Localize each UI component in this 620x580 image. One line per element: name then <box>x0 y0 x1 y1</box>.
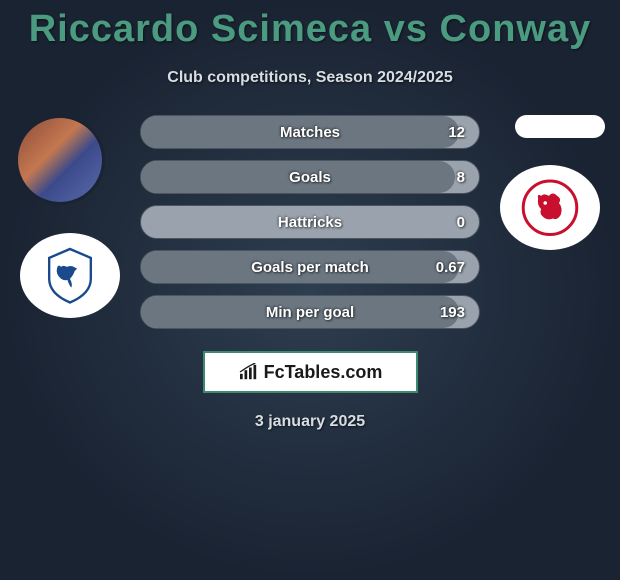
stat-bar-matches: Matches 12 <box>140 115 480 149</box>
player1-name: Riccardo Scimeca <box>29 8 372 50</box>
page-title: Riccardo Scimeca vs Conway <box>0 0 620 51</box>
stats-area: Matches 12 Goals 8 Hattricks 0 Goals per… <box>0 115 620 329</box>
stat-value: 0.67 <box>436 259 465 276</box>
club-logo-right <box>500 165 600 250</box>
stat-value: 8 <box>457 169 465 186</box>
date-label: 3 january 2025 <box>0 413 620 431</box>
subtitle: Club competitions, Season 2024/2025 <box>0 69 620 87</box>
brand-box[interactable]: FcTables.com <box>203 351 418 393</box>
stat-value: 12 <box>448 124 465 141</box>
club-logo-left <box>20 233 120 318</box>
stat-value: 193 <box>440 304 465 321</box>
stat-label: Min per goal <box>266 304 354 321</box>
stat-value: 0 <box>457 214 465 231</box>
stat-bar-goals-per-match: Goals per match 0.67 <box>140 250 480 284</box>
player2-name: Conway <box>440 8 592 50</box>
stat-bar-hattricks: Hattricks 0 <box>140 205 480 239</box>
comparison-card: Riccardo Scimeca vs Conway Club competit… <box>0 0 620 580</box>
stat-label: Hattricks <box>278 214 342 231</box>
player2-photo <box>515 115 605 138</box>
chart-icon <box>238 363 260 381</box>
stat-label: Matches <box>280 124 340 141</box>
brand-text: FcTables.com <box>264 362 383 383</box>
vs-separator: vs <box>384 8 428 50</box>
stat-label: Goals per match <box>251 259 369 276</box>
middlesbrough-badge-icon <box>515 178 585 238</box>
stat-bar-goals: Goals 8 <box>140 160 480 194</box>
stat-bar-min-per-goal: Min per goal 193 <box>140 295 480 329</box>
player1-photo <box>15 115 105 205</box>
stat-rows: Matches 12 Goals 8 Hattricks 0 Goals per… <box>140 115 480 329</box>
stat-label: Goals <box>289 169 331 186</box>
cardiff-badge-icon <box>35 246 105 306</box>
